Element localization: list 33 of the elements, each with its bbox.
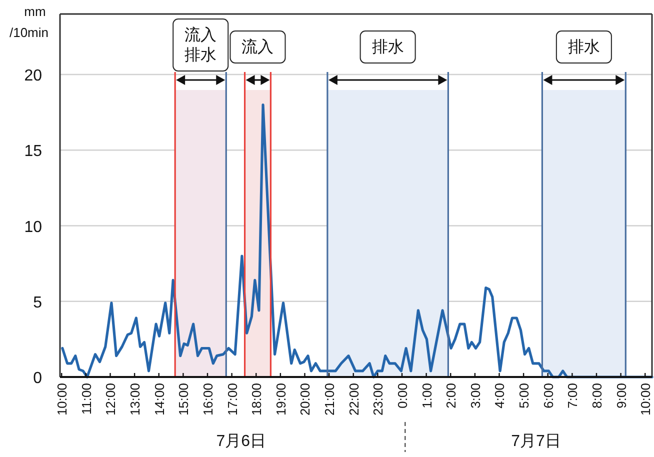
xtick-label: 16:00 [200, 383, 216, 416]
xtick-label: 4:00 [492, 383, 508, 408]
xtick-label: 10:00 [54, 383, 70, 416]
annotation: 7月6日 [216, 433, 266, 450]
xtick-label: 2:00 [444, 383, 459, 408]
xtick-label: 12:00 [103, 383, 118, 416]
ytick-label: 15 [24, 143, 42, 160]
xtick-label: 19:00 [273, 383, 288, 416]
annotation: 7月7日 [511, 433, 561, 450]
ytick-label: 0 [33, 370, 42, 387]
xtick-label: 13:00 [128, 383, 143, 416]
xtick-label: 7:00 [565, 383, 580, 408]
xtick-label: 17:00 [224, 383, 240, 416]
xtick-label: 14:00 [152, 383, 167, 416]
xtick-label: 15:00 [176, 383, 192, 416]
xtick-label: 23:00 [370, 383, 386, 416]
xtick-label: 20:00 [298, 383, 313, 416]
ylabel: mm /10min [9, 4, 49, 40]
xtick-label: 3:00 [468, 383, 483, 408]
xtick-label: 11:00 [78, 383, 94, 415]
xtick-label: 0:00 [395, 383, 410, 408]
xtick-label: 22:00 [346, 383, 362, 416]
xtick-label: 1:00 [419, 383, 434, 408]
xtick-label: 8:00 [589, 383, 604, 408]
xtick-label: 9:00 [614, 383, 629, 408]
ytick-label: 20 [24, 68, 42, 84]
ytick-label: 10 [24, 218, 42, 236]
xtick-label: 21:00 [322, 383, 338, 416]
ytick-label: 5 [33, 294, 42, 312]
xtick-label: 10:00 [638, 383, 654, 416]
xtick-label: 6:00 [540, 383, 556, 408]
xtick-label: 18:00 [249, 383, 264, 416]
xtick-label: 5:00 [516, 383, 532, 408]
